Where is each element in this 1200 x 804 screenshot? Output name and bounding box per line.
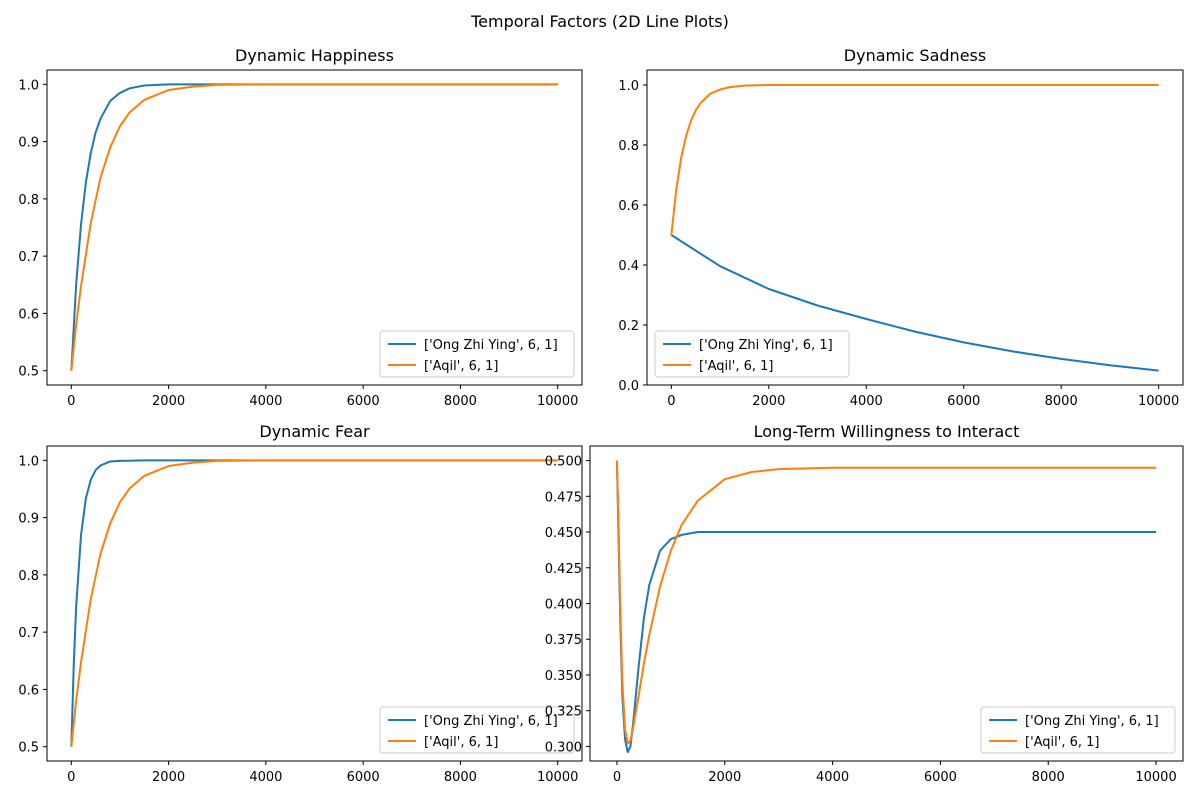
legend: ['Ong Zhi Ying', 6, 1] ['Aqil', 6, 1] [379, 706, 575, 754]
y-tick-label: 0.350 [545, 669, 582, 684]
legend-label-2: ['Aqil', 6, 1] [699, 359, 774, 374]
x-tick-label: 8000 [444, 394, 477, 409]
y-tick-label: 0.475 [545, 490, 582, 505]
x-tick-label: 4000 [249, 394, 282, 409]
series-line-2 [70, 83, 558, 371]
x-tick-label: 10000 [537, 770, 578, 785]
legend-label-1: ['Ong Zhi Ying', 6, 1] [424, 714, 558, 729]
y-tick-label: 1.0 [618, 79, 639, 94]
x-tick-label: 10000 [1135, 770, 1176, 785]
x-tick-label: 2000 [152, 394, 185, 409]
x-tick-label: 0 [67, 394, 75, 409]
legend-box [379, 706, 575, 754]
x-tick-label: 4000 [249, 770, 282, 785]
y-tick-label: 0.9 [18, 136, 39, 151]
series-line-1 [70, 459, 558, 747]
y-tick-label: 0.300 [545, 740, 582, 755]
subplot-3: Dynamic Fear 0 2000 4000 6000 8000 10000 0.5 0.6… [18, 422, 583, 785]
x-tick-label: 4000 [816, 770, 849, 785]
subplot-title: Dynamic Fear [259, 422, 370, 441]
x-tick-label: 6000 [924, 770, 957, 785]
x-tick-label: 8000 [444, 770, 477, 785]
legend: ['Ong Zhi Ying', 6, 1] ['Aqil', 6, 1] [654, 330, 850, 378]
x-tick-label: 6000 [347, 770, 380, 785]
y-tick-label: 0.7 [18, 626, 39, 641]
y-tick-label: 0.6 [18, 683, 39, 698]
legend-label-1: ['Ong Zhi Ying', 6, 1] [699, 338, 833, 353]
x-tick-label: 0 [67, 770, 75, 785]
y-tick-label: 0.7 [18, 250, 39, 265]
legend-box [379, 330, 575, 378]
x-tick-label: 4000 [850, 394, 883, 409]
legend-box [980, 706, 1176, 754]
series-line-1 [670, 234, 1159, 372]
y-tick-label: 0.2 [618, 319, 639, 334]
axes-frame [46, 445, 583, 762]
y-tick-label: 0.500 [545, 455, 582, 470]
legend-box [654, 330, 850, 378]
legend-label-2: ['Aqil', 6, 1] [424, 359, 499, 374]
legend-label-2: ['Aqil', 6, 1] [1025, 735, 1100, 750]
y-tick-label: 0.0 [618, 379, 639, 394]
x-tick-label: 2000 [152, 770, 185, 785]
x-tick-label: 10000 [1138, 394, 1179, 409]
y-tick-label: 0.9 [18, 512, 39, 527]
x-tick-label: 8000 [1045, 394, 1078, 409]
y-tick-label: 1.0 [18, 454, 39, 469]
y-tick-label: 0.325 [545, 705, 582, 720]
x-tick-label: 0 [613, 770, 621, 785]
y-tick-label: 0.400 [545, 598, 582, 613]
y-tick-label: 0.6 [18, 307, 39, 322]
axes-frame [46, 69, 583, 386]
y-tick-label: 0.425 [545, 562, 582, 577]
series-line-2 [70, 459, 558, 747]
y-tick-label: 0.5 [18, 741, 39, 756]
x-tick-label: 0 [667, 394, 675, 409]
subplot-1: Dynamic Happiness 0 2000 4000 6000 8000 10000 0… [18, 46, 583, 409]
legend-label-1: ['Ong Zhi Ying', 6, 1] [1025, 714, 1159, 729]
series-line-2 [670, 84, 1159, 236]
series-line-2 [615, 460, 1157, 745]
y-tick-label: 1.0 [18, 78, 39, 93]
y-tick-label: 0.375 [545, 633, 582, 648]
x-tick-label: 2000 [752, 394, 785, 409]
subplot-2: Dynamic Sadness 0 2000 4000 6000 8000 10000 0.0… [618, 46, 1184, 409]
x-tick-label: 8000 [1032, 770, 1065, 785]
x-tick-label: 6000 [347, 394, 380, 409]
legend-label-2: ['Aqil', 6, 1] [424, 735, 499, 750]
subplot-title: Long-Term Willingness to Interact [754, 422, 1020, 441]
x-tick-label: 6000 [947, 394, 980, 409]
y-tick-label: 0.8 [18, 569, 39, 584]
y-tick-label: 0.4 [618, 259, 639, 274]
legend: ['Ong Zhi Ying', 6, 1] ['Aqil', 6, 1] [379, 330, 575, 378]
subplot-4: Long-Term Willingness to Interact 0 2000 40… [545, 422, 1184, 785]
x-tick-label: 2000 [708, 770, 741, 785]
y-tick-label: 0.8 [618, 139, 639, 154]
legend: ['Ong Zhi Ying', 6, 1] ['Aqil', 6, 1] [980, 706, 1176, 754]
legend-label-1: ['Ong Zhi Ying', 6, 1] [424, 338, 558, 353]
subplot-title: Dynamic Sadness [844, 46, 986, 65]
series-line-1 [70, 83, 558, 371]
figure-title: Temporal Factors (2D Line Plots) [471, 12, 729, 31]
y-tick-label: 0.8 [18, 193, 39, 208]
y-tick-label: 0.6 [618, 199, 639, 214]
subplot-title: Dynamic Happiness [235, 46, 394, 65]
y-tick-label: 0.450 [545, 526, 582, 541]
axes-frame [646, 69, 1184, 386]
x-tick-label: 10000 [537, 394, 578, 409]
y-tick-label: 0.5 [18, 365, 39, 380]
